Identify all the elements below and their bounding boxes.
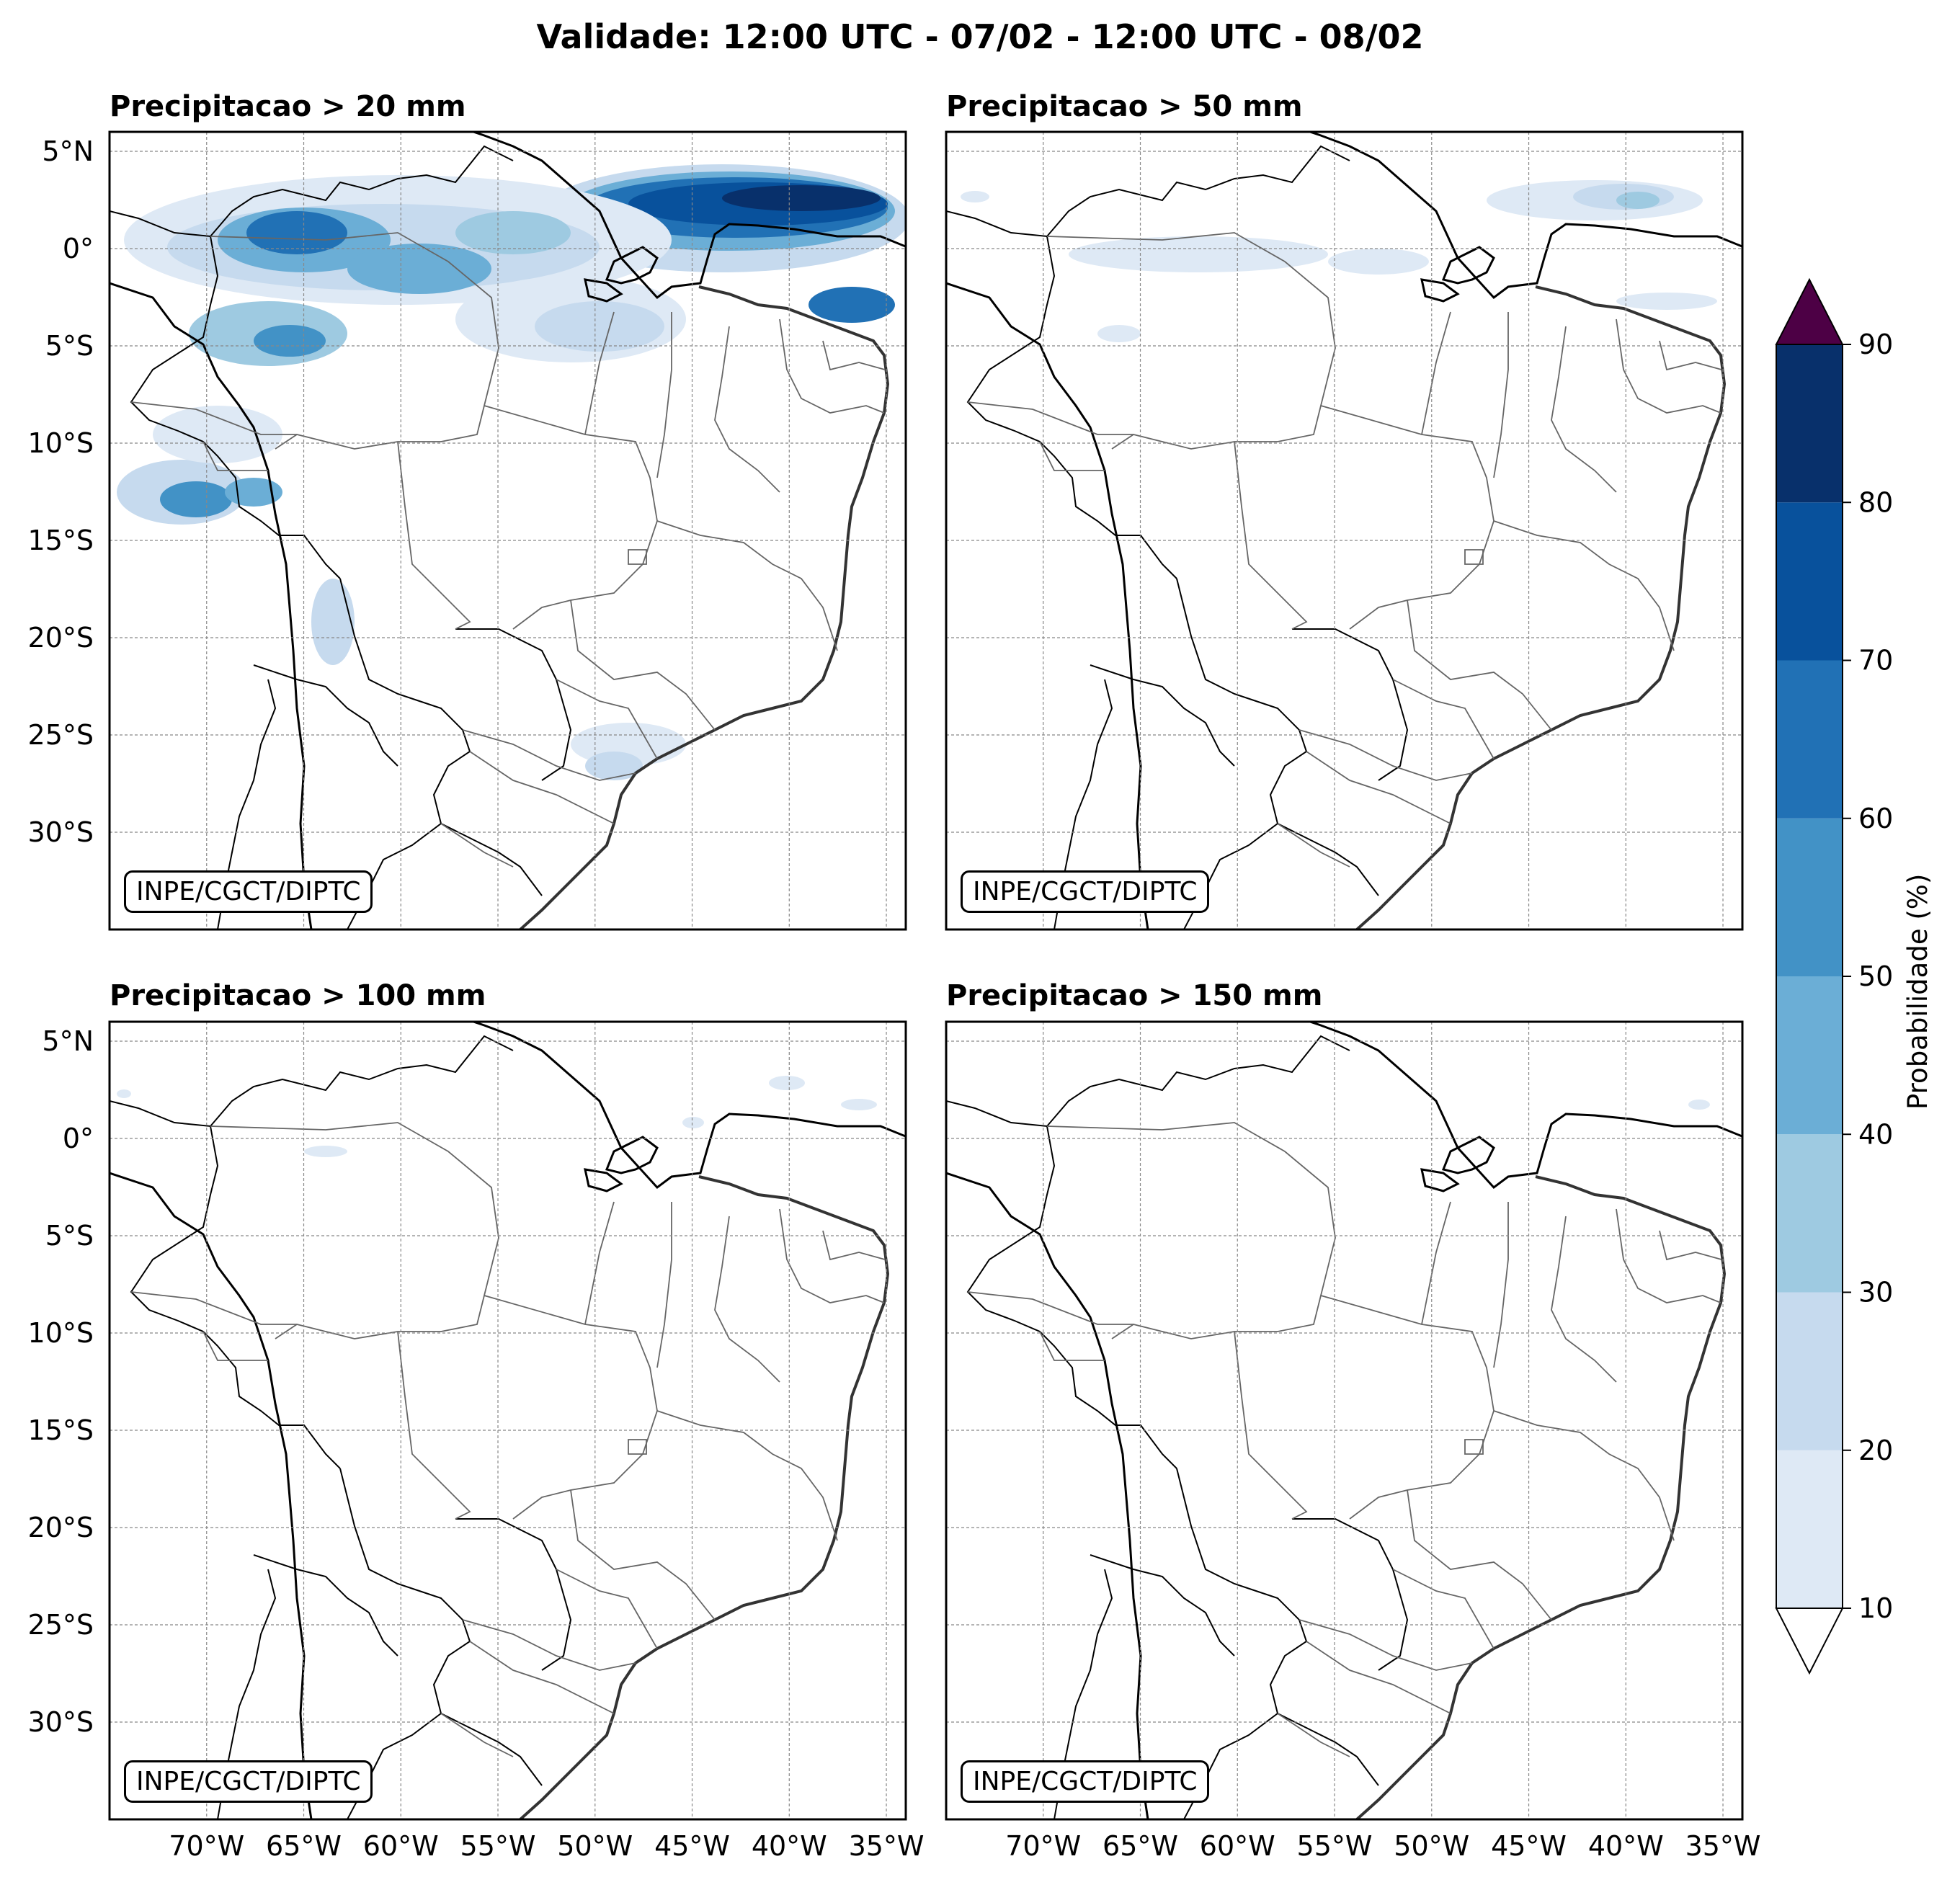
- colorbar-segment: [1776, 1134, 1843, 1293]
- lat-tick-label: 10°S: [28, 1317, 94, 1349]
- lon-tick-label: 70°W: [1005, 1830, 1081, 1862]
- lon-tick-label: 35°W: [849, 1830, 925, 1862]
- lon-tick-label: 45°W: [1491, 1830, 1567, 1862]
- lat-tick-label: 25°S: [28, 1609, 94, 1641]
- colorbar-tick-label: 80: [1858, 486, 1893, 518]
- lat-tick-label: 0°: [63, 1123, 94, 1154]
- colorbar-tick-label: 60: [1858, 803, 1893, 834]
- lon-tick-label: 40°W: [1588, 1830, 1664, 1862]
- colorbar-tick-label: 70: [1858, 645, 1893, 677]
- lat-tick-label: 5°S: [45, 1220, 94, 1252]
- lat-tick-label: 0°: [63, 233, 94, 264]
- colorbar-over-triangle: [1775, 277, 1844, 345]
- credit-box-20mm: INPE/CGCT/DIPTC: [124, 870, 373, 914]
- map-panel-20mm: [108, 130, 907, 931]
- lat-tick-label: 5°N: [42, 135, 94, 167]
- colorbar-label: Probabilidade (%): [1902, 873, 1933, 1110]
- colorbar-tick-label: 40: [1858, 1118, 1893, 1150]
- colorbar-tick-label: 10: [1858, 1592, 1893, 1624]
- lon-tick-label: 50°W: [557, 1830, 633, 1862]
- colorbar-tick-label: 20: [1858, 1435, 1893, 1466]
- map-panel-100mm: [108, 1020, 907, 1821]
- colorbar-tick-label: 30: [1858, 1277, 1893, 1308]
- lon-tick-label: 40°W: [752, 1830, 827, 1862]
- lon-tick-label: 45°W: [654, 1830, 730, 1862]
- panel-title-100mm: Precipitacao > 100 mm: [110, 979, 486, 1012]
- colorbar-tick-label: 90: [1858, 329, 1893, 360]
- lon-tick-label: 50°W: [1394, 1830, 1469, 1862]
- lat-tick-label: 10°S: [28, 427, 94, 459]
- lon-tick-label: 70°W: [169, 1830, 244, 1862]
- lon-tick-label: 55°W: [1297, 1830, 1373, 1862]
- colorbar-segment: [1776, 660, 1843, 819]
- panel-title-150mm: Precipitacao > 150 mm: [946, 979, 1323, 1012]
- lon-tick-label: 35°W: [1685, 1830, 1761, 1862]
- lat-tick-label: 15°S: [28, 525, 94, 556]
- colorbar-segment: [1776, 502, 1843, 661]
- figure-title: Validade: 12:00 UTC - 07/02 - 12:00 UTC …: [536, 17, 1424, 56]
- colorbar: 10 20 30 40 50 60 70 80 90: [1775, 277, 1893, 1675]
- colorbar-segment: [1776, 818, 1843, 976]
- lon-tick-label: 65°W: [266, 1830, 342, 1862]
- credit-box-150mm: INPE/CGCT/DIPTC: [961, 1760, 1210, 1804]
- colorbar-segment: [1776, 344, 1843, 503]
- lat-tick-label: 5°N: [42, 1025, 94, 1057]
- lat-tick-label: 5°S: [45, 330, 94, 362]
- colorbar-segment: [1776, 1292, 1843, 1450]
- colorbar-segment: [1776, 1450, 1843, 1608]
- lat-tick-label: 20°S: [28, 1512, 94, 1543]
- lon-tick-label: 60°W: [363, 1830, 439, 1862]
- panel-title-20mm: Precipitacao > 20 mm: [110, 90, 466, 123]
- colorbar-tick-label: 50: [1858, 960, 1893, 992]
- latitude-labels-top: 5°N 0° 5°S 10°S 15°S 20°S 25°S 30°S: [28, 135, 94, 848]
- lat-tick-label: 20°S: [28, 622, 94, 654]
- map-panel-150mm: [945, 1020, 1744, 1821]
- lat-tick-label: 25°S: [28, 719, 94, 751]
- colorbar-under-triangle: [1775, 1608, 1844, 1675]
- latitude-labels-bottom: 5°N 0° 5°S 10°S 15°S 20°S 25°S 30°S: [28, 1025, 94, 1738]
- lat-tick-label: 30°S: [28, 816, 94, 848]
- credit-box-50mm: INPE/CGCT/DIPTC: [961, 870, 1210, 914]
- colorbar-segment: [1776, 976, 1843, 1135]
- credit-box-100mm: INPE/CGCT/DIPTC: [124, 1760, 373, 1804]
- lon-tick-label: 60°W: [1200, 1830, 1275, 1862]
- lon-tick-label: 65°W: [1102, 1830, 1178, 1862]
- lat-tick-label: 30°S: [28, 1706, 94, 1738]
- longitude-labels-right: 70°W 65°W 60°W 55°W 50°W 45°W 40°W 35°W: [1005, 1830, 1760, 1862]
- longitude-labels-left: 70°W 65°W 60°W 55°W 50°W 45°W 40°W 35°W: [169, 1830, 924, 1862]
- map-panel-50mm: [945, 130, 1744, 931]
- panel-title-50mm: Precipitacao > 50 mm: [946, 90, 1303, 123]
- lon-tick-label: 55°W: [460, 1830, 536, 1862]
- lat-tick-label: 15°S: [28, 1414, 94, 1446]
